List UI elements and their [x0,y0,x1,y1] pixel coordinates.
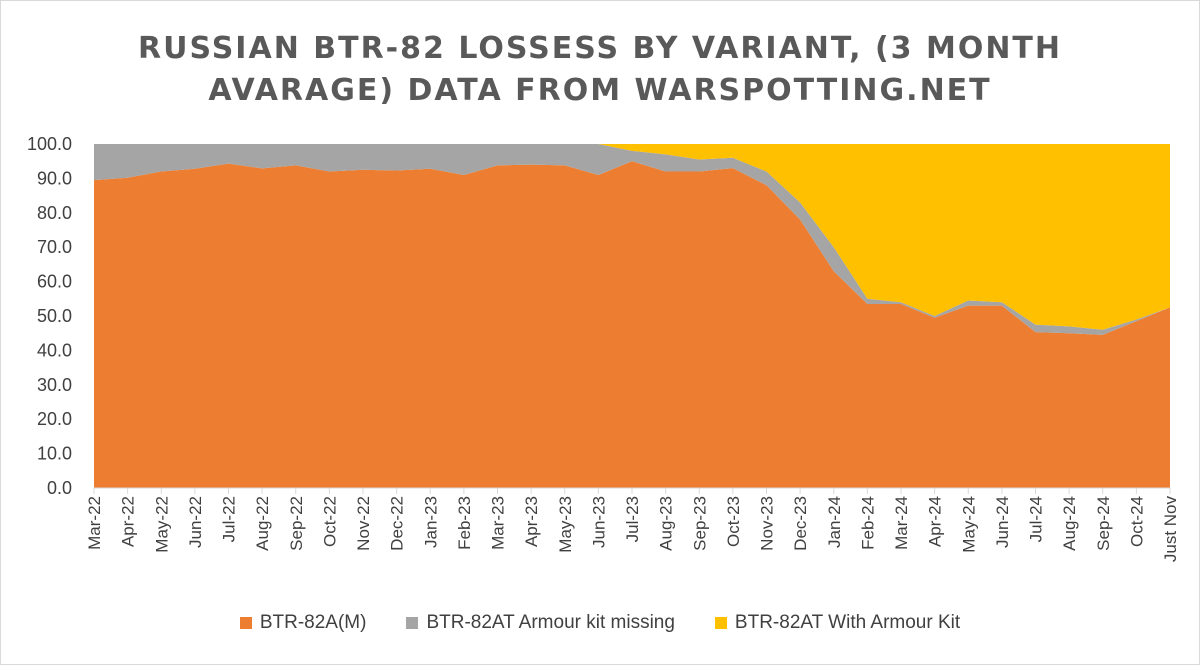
x-tick-label: Jul-22 [220,496,239,542]
y-tick-label: 90.0 [37,168,72,188]
x-tick-label: Jun-24 [993,496,1012,548]
legend-item-with-armour-kit: BTR-82AT With Armour Kit [714,612,961,634]
x-tick-label: Mar-24 [892,496,911,550]
y-tick-label: 100.0 [27,134,72,154]
x-tick-label: Nov-23 [758,496,777,551]
legend-label-with-armour-kit: BTR-82AT With Armour Kit [734,612,961,633]
legend-item-armour-kit-missing: BTR-82AT Armour kit missing [406,612,675,634]
x-tick-label: May-24 [959,496,978,553]
x-tick-label: Dec-22 [388,496,407,551]
series-area-2 [94,144,1170,330]
y-tick-label: 80.0 [37,203,72,223]
x-tick-label: Just Nov [1161,496,1180,563]
y-axis: 0.0 10.0 20.0 30.0 40.0 50.0 60.0 70.0 80.0 90.0 1… [27,134,72,498]
x-tick-label: Apr-22 [119,496,138,547]
legend-item-btr-82am: BTR-82A(M) [239,612,367,634]
chart-title: RUSSIAN BTR-82 LOSSESS BY VARIANT, (3 MO… [0,28,1200,112]
y-tick-label: 10.0 [37,444,72,464]
x-tick-label: Sep-23 [690,496,709,551]
x-tick-label: Aug-22 [253,496,272,551]
legend-swatch-armour-kit-missing [406,617,419,629]
x-tick-label: Jun-22 [186,496,205,548]
chart-title-line-2: AVARAGE) DATA FROM WARSPOTTING.NET [208,73,992,108]
x-tick-label: Oct-23 [724,496,743,547]
x-tick-label: Mar-22 [85,496,104,550]
series-area-1 [94,144,1170,335]
x-tick-label: May-22 [152,496,171,553]
legend-swatch-with-armour-kit [714,617,727,629]
x-tick-label: Jul-23 [623,496,642,542]
x-tick-label: Jun-23 [589,496,608,548]
x-tick-label: Dec-23 [791,496,810,551]
x-tick-label: Oct-22 [320,496,339,547]
series-areas [94,144,1170,488]
x-tick-label: Mar-23 [489,496,508,550]
series-area-0 [94,161,1170,488]
y-tick-label: 70.0 [37,237,72,257]
x-tick-label: Aug-23 [657,496,676,551]
legend: BTR-82A(M) BTR-82AT Armour kit missing B… [0,612,1200,634]
x-tick-label: Jan-24 [825,496,844,548]
x-tick-label: Feb-24 [858,496,877,550]
x-tick-label: Sep-22 [287,496,306,551]
x-tick-label: Oct-24 [1127,496,1146,547]
legend-swatch-btr-82am [239,617,252,629]
x-tick-label: Jan-23 [421,496,440,548]
y-tick-label: 0.0 [47,478,72,498]
chart-title-line-1: RUSSIAN BTR-82 LOSSESS BY VARIANT, (3 MO… [137,31,1063,66]
x-tick-label: May-23 [556,496,575,553]
y-tick-label: 20.0 [37,409,72,429]
chart-svg: 0.0 10.0 20.0 30.0 40.0 50.0 60.0 70.0 80.0 90.0 1… [27,134,1180,563]
y-tick-label: 50.0 [37,306,72,326]
x-tick-label: Aug-24 [1060,496,1079,551]
x-tick-label: Apr-24 [926,496,945,547]
legend-label-armour-kit-missing: BTR-82AT Armour kit missing [426,612,675,633]
legend-label-btr-82am: BTR-82A(M) [259,612,367,633]
x-axis: Mar-22 Apr-22 May-22 Jun-22 Jul-22 Aug-22 Sep-… [85,487,1180,563]
x-tick-label: Apr-23 [522,496,541,547]
x-tick-label: Sep-24 [1094,496,1113,551]
x-tick-label: Nov-22 [354,496,373,551]
y-tick-label: 30.0 [37,375,72,395]
y-tick-label: 60.0 [37,272,72,292]
x-tick-label: Feb-23 [455,496,474,550]
y-tick-label: 40.0 [37,340,72,360]
x-tick-label: Jul-24 [1027,496,1046,542]
